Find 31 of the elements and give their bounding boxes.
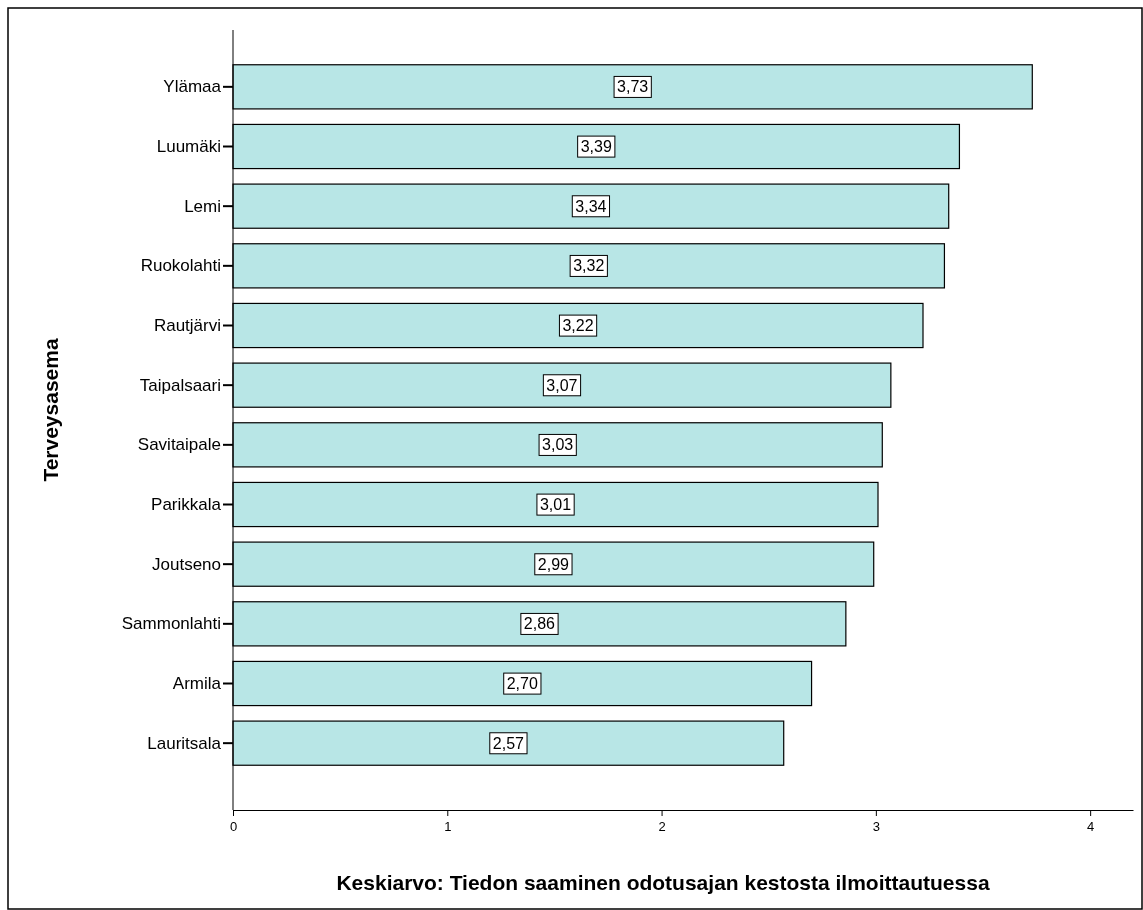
data-label: 2,99 xyxy=(537,555,570,573)
data-label: 3,34 xyxy=(575,197,607,215)
data-label: 2,86 xyxy=(523,615,556,633)
y-tick-label: Parikkala xyxy=(151,494,222,514)
y-tick-label: Ylämaa xyxy=(163,77,222,97)
y-tick-label: Armila xyxy=(172,673,222,693)
data-label: 3,39 xyxy=(580,138,612,156)
data-label: 3,03 xyxy=(542,436,574,454)
x-tick-label: 3 xyxy=(872,818,880,834)
data-label: 3,73 xyxy=(617,78,649,96)
y-tick-label: Ruokolahti xyxy=(140,256,221,276)
x-axis-title: Keskiarvo: Tiedon saaminen odotusajan kestosta ilmoittautuessa xyxy=(336,871,990,894)
data-label: 3,32 xyxy=(573,257,605,275)
x-tick-label: 0 xyxy=(229,818,238,834)
y-tick-label: Lauritsala xyxy=(147,733,222,753)
x-tick-label: 2 xyxy=(658,818,666,834)
data-label: 3,07 xyxy=(546,376,578,394)
data-label: 3,22 xyxy=(562,317,594,335)
y-tick-label: Taipalsaari xyxy=(139,375,221,395)
data-label: 2,57 xyxy=(492,734,525,752)
data-label: 3,01 xyxy=(539,496,572,514)
y-tick-label: Luumäki xyxy=(156,136,221,156)
y-tick-label: Sammonlahti xyxy=(121,614,221,634)
x-tick-label: 4 xyxy=(1087,818,1095,834)
y-axis-title: Terveysasema xyxy=(39,338,62,482)
y-tick-label: Rautjärvi xyxy=(153,315,221,335)
y-tick-label: Lemi xyxy=(184,196,221,216)
y-tick-label: Joutseno xyxy=(152,554,221,574)
y-tick-label: Savitaipale xyxy=(137,435,221,455)
x-tick-label: 1 xyxy=(444,818,452,834)
data-label: 2,70 xyxy=(506,675,538,693)
